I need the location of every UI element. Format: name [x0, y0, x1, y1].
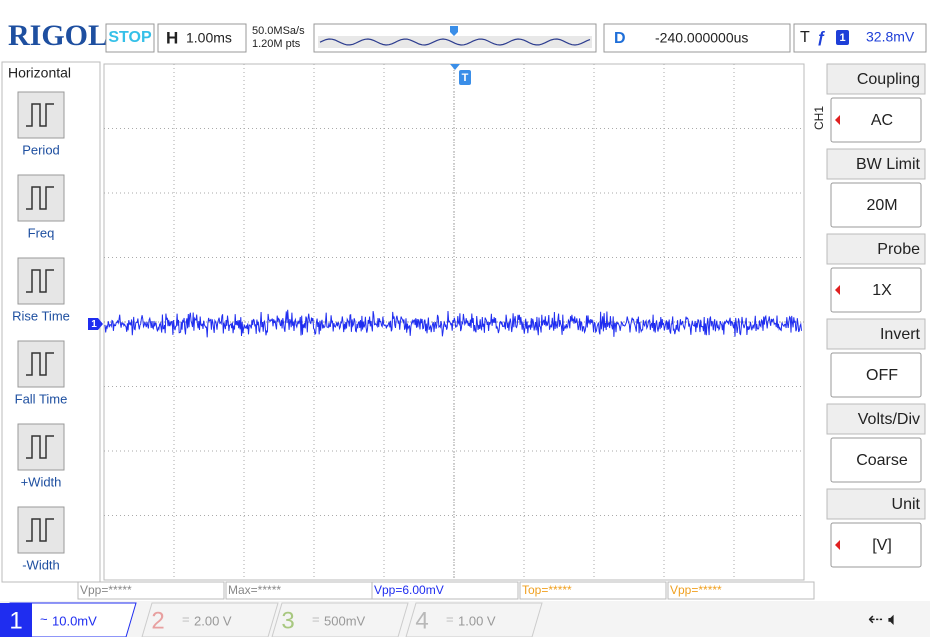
softkey-value: AC: [871, 112, 893, 129]
softkey-title: Coupling: [857, 71, 920, 88]
channel-scale: 1.00 V: [458, 613, 496, 628]
menu-channel: CH1: [812, 106, 826, 130]
channel-coupling: =: [446, 611, 454, 626]
usb-sound-icons: ⇠ 🔈︎: [868, 609, 899, 629]
menu-icon: [18, 424, 64, 470]
trigger-level: 32.8mV: [866, 29, 915, 45]
measurement-bar: Vpp=***** Max=***** Vpp=6.00mV Top=***** Vpp…: [78, 582, 814, 599]
trigger-edge: ƒ: [817, 29, 826, 46]
channel-number: 3: [281, 607, 294, 634]
channel-coupling: ~: [40, 611, 48, 626]
channel-scale: 500mV: [324, 613, 366, 628]
softkey-title: Invert: [880, 326, 921, 343]
menu-icon: [18, 258, 64, 304]
menu-icon: [18, 175, 64, 221]
softkey-value: 20M: [866, 197, 897, 214]
measurement: Vpp=*****: [670, 583, 722, 597]
channel-number: 1: [9, 607, 22, 634]
softkey-title: BW Limit: [856, 156, 921, 173]
softkey-title: Unit: [892, 496, 921, 513]
menu-item: +Width: [21, 474, 62, 489]
measurement: Vpp=*****: [80, 583, 132, 597]
memory-depth: 1.20M pts: [252, 38, 301, 50]
menu-item: -Width: [22, 557, 60, 572]
softkey-value: [V]: [872, 537, 892, 554]
menu-item: Freq: [28, 225, 55, 240]
left-menu-title: Horizontal: [8, 65, 71, 81]
channel-number: 4: [415, 607, 428, 634]
trigger-label: T: [800, 29, 810, 46]
timebase: 1.00ms: [186, 30, 232, 46]
measurement: Max=*****: [228, 583, 281, 597]
menu-item: Rise Time: [12, 308, 70, 323]
menu-icon: [18, 507, 64, 553]
trigger-marker: T: [462, 72, 469, 84]
softkey-value: 1X: [872, 282, 892, 299]
sample-rate: 50.0MSa/s: [252, 25, 305, 37]
channel-coupling: =: [312, 611, 320, 626]
menu-icon: [18, 341, 64, 387]
softkey-title: Volts/Div: [858, 411, 920, 428]
trigger-source: 1: [839, 32, 845, 44]
menu-item: Fall Time: [15, 391, 68, 406]
delay: -240.000000us: [655, 30, 748, 46]
channel-number: 2: [151, 607, 164, 634]
softkey-value: Coarse: [856, 452, 908, 469]
timebase-label: H: [166, 28, 178, 47]
menu-item: Period: [22, 142, 60, 157]
ch1-marker: 1: [91, 319, 97, 330]
oscilloscope-screen: RIGOL STOP H 1.00ms 50.0MSa/s 1.20M pts …: [0, 0, 930, 637]
status: STOP: [108, 29, 152, 46]
channel-scale: 2.00 V: [194, 613, 232, 628]
channel-scale: 10.0mV: [52, 613, 97, 628]
measurement: Top=*****: [522, 583, 572, 597]
brand: RIGOL: [8, 19, 108, 52]
measurement: Vpp=6.00mV: [374, 583, 444, 597]
softkey-title: Probe: [877, 241, 920, 258]
channel-coupling: =: [182, 611, 190, 626]
menu-icon: [18, 92, 64, 138]
delay-label: D: [614, 30, 626, 47]
softkey-value: OFF: [866, 367, 898, 384]
